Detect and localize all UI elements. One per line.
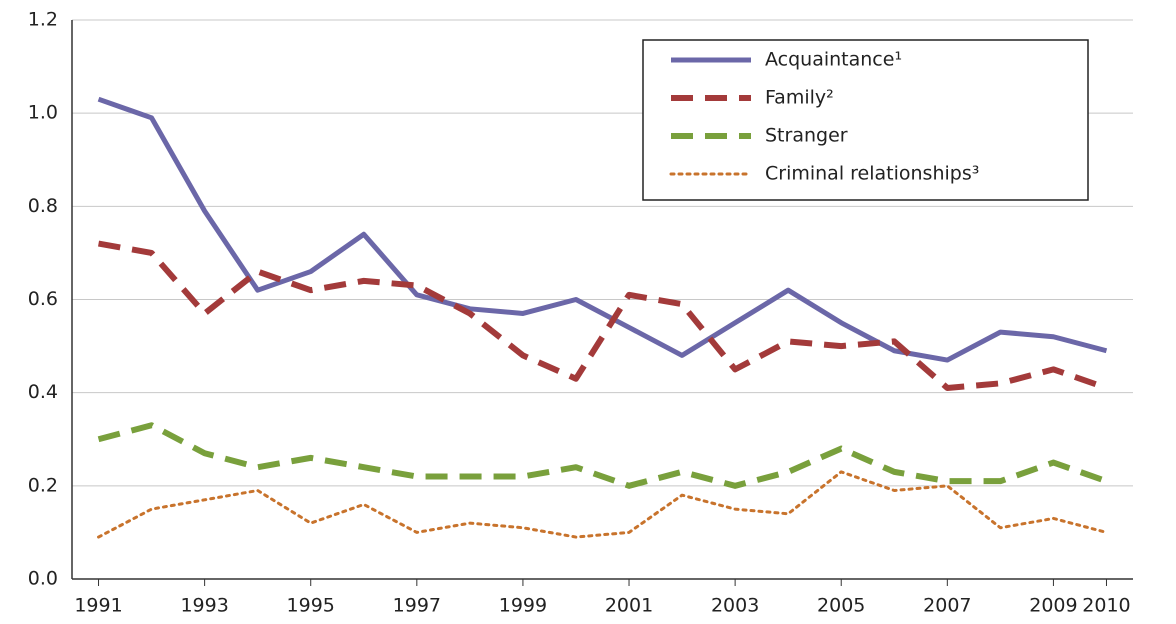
x-tick-label: 2009 xyxy=(1029,595,1077,617)
y-tick-label: 0.0 xyxy=(28,568,58,590)
x-tick-label: 1995 xyxy=(287,595,335,617)
y-tick-label: 0.6 xyxy=(28,288,58,310)
legend-label: Family² xyxy=(765,87,834,109)
y-tick-label: 0.4 xyxy=(28,381,58,403)
legend-label: Criminal relationships³ xyxy=(765,163,979,185)
legend-box xyxy=(642,39,1089,201)
x-tick-label: 1993 xyxy=(180,595,228,617)
legend-label: Acquaintance¹ xyxy=(765,49,902,71)
series-line xyxy=(97,96,1108,363)
series-line xyxy=(98,240,1108,392)
series-line xyxy=(97,422,1108,489)
series-line xyxy=(97,470,1108,539)
x-tick-label: 2005 xyxy=(817,595,865,617)
legend-label: Stranger xyxy=(765,125,848,147)
x-tick-label: 1997 xyxy=(393,595,441,617)
x-tick-label: 2007 xyxy=(923,595,971,617)
x-tick-label: 2010 xyxy=(1082,595,1130,617)
x-tick-label: 1999 xyxy=(499,595,547,617)
y-tick-label: 1.0 xyxy=(28,102,58,124)
x-tick-label: 1991 xyxy=(74,595,122,617)
y-tick-label: 0.2 xyxy=(28,474,58,496)
x-tick-label: 2001 xyxy=(605,595,653,617)
x-tick-label: 2003 xyxy=(711,595,759,617)
y-tick-label: 1.2 xyxy=(28,9,58,31)
y-tick-label: 0.8 xyxy=(28,195,58,217)
